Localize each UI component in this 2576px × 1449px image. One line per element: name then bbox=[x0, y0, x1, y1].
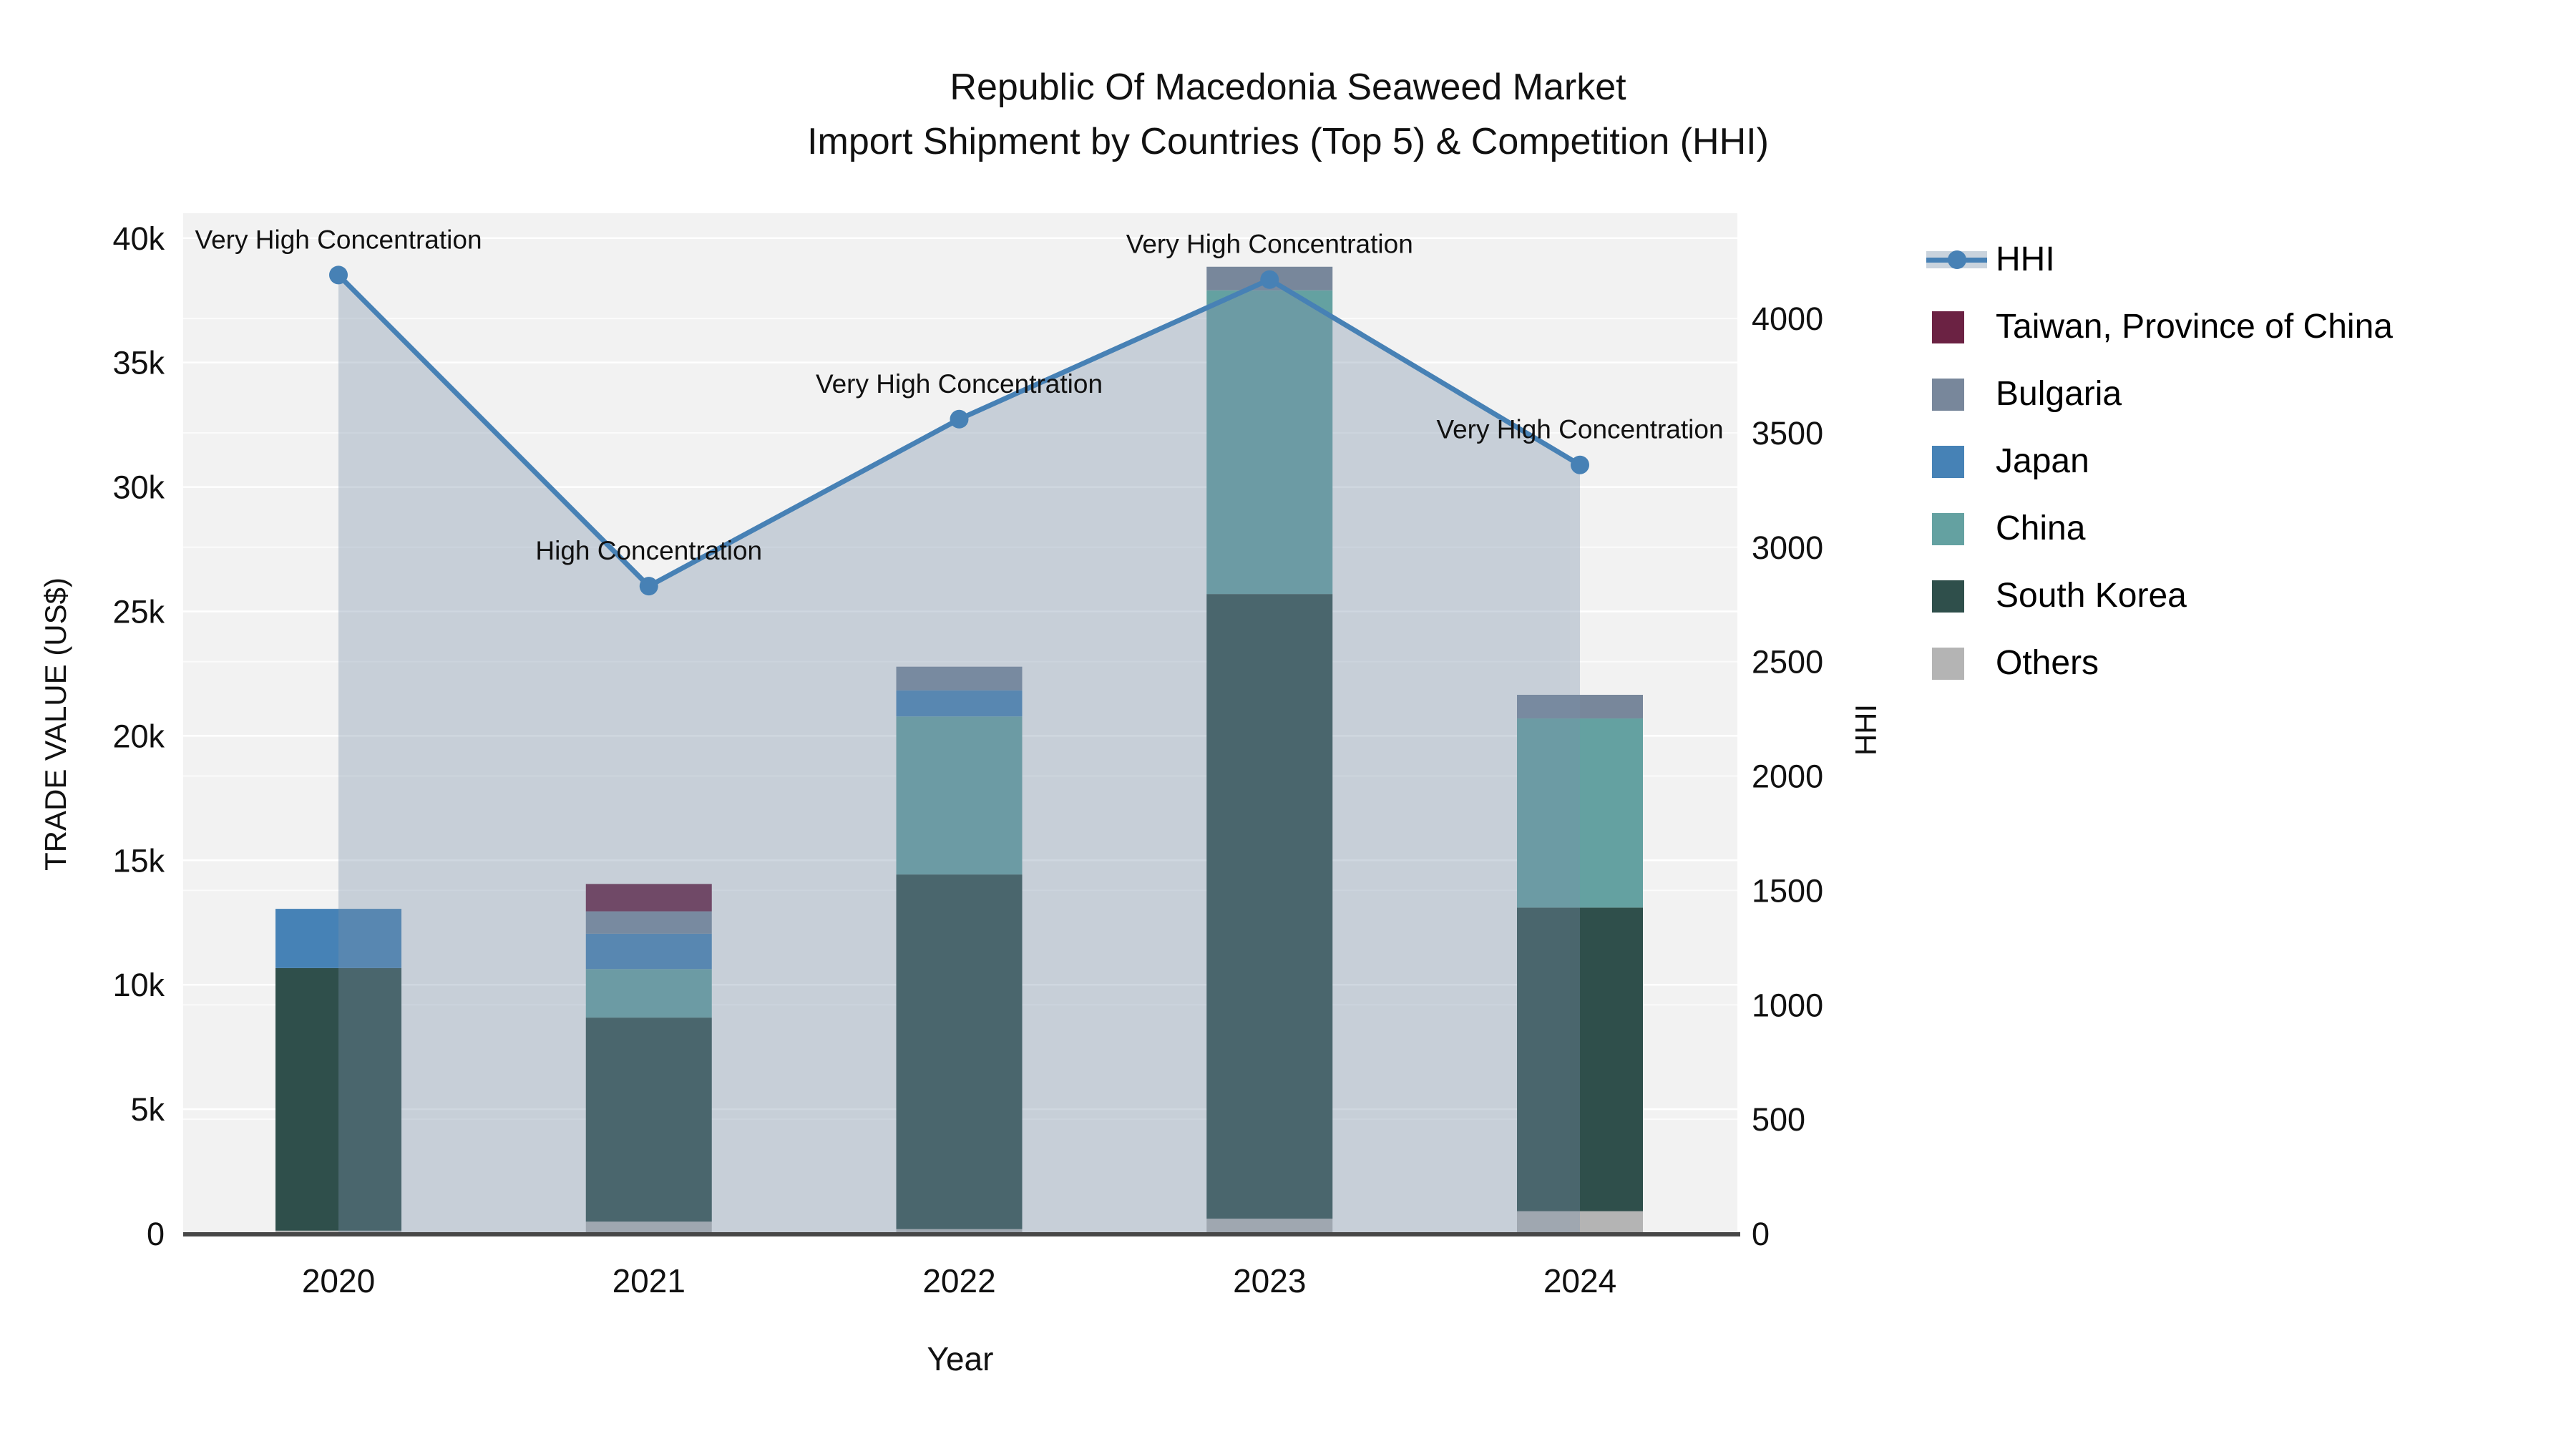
bar-2020-south-korea[interactable] bbox=[275, 967, 401, 1231]
bar-2022-japan[interactable] bbox=[896, 690, 1023, 717]
bar-2020-others[interactable] bbox=[275, 1230, 401, 1234]
hhi-marker-2024[interactable] bbox=[1571, 455, 1589, 474]
bar-2021-others[interactable] bbox=[585, 1221, 712, 1234]
legend-item-china[interactable]: China bbox=[1926, 511, 2393, 547]
hhi-marker-2023[interactable] bbox=[1260, 270, 1279, 289]
legend-item-bulgaria[interactable]: Bulgaria bbox=[1926, 376, 2393, 412]
legend-label: HHI bbox=[1996, 240, 2055, 278]
bar-2021-bulgaria[interactable] bbox=[585, 911, 712, 934]
annotation-2020: Very High Concentration bbox=[195, 225, 482, 254]
bar-2023-south-korea[interactable] bbox=[1206, 594, 1333, 1219]
bar-2022-south-korea[interactable] bbox=[896, 874, 1023, 1229]
y-right-tick-1000: 1000 bbox=[1752, 987, 1823, 1023]
y-left-tick-0: 0 bbox=[147, 1216, 165, 1252]
legend-item-others[interactable]: Others bbox=[1926, 645, 2393, 681]
y-right-tick-1500: 1500 bbox=[1752, 872, 1823, 909]
y-left-axis-title: TRADE VALUE (US$) bbox=[39, 577, 72, 871]
japan-swatch-icon bbox=[1932, 446, 1964, 478]
y-right-axis-title: HHI bbox=[1849, 704, 1883, 756]
legend-label: Japan bbox=[1996, 442, 2089, 480]
chart-title-line2: Import Shipment by Countries (Top 5) & C… bbox=[807, 121, 1769, 162]
y-left-tick-20k: 20k bbox=[112, 718, 165, 754]
legend-item-hhi[interactable]: HHI bbox=[1926, 242, 2393, 278]
y-left-tick-25k: 25k bbox=[112, 593, 165, 630]
x-tick-2020: 2020 bbox=[302, 1262, 375, 1299]
y-left-tick-10k: 10k bbox=[112, 967, 165, 1003]
x-axis-title: Year bbox=[927, 1340, 994, 1377]
legend-label: Bulgaria bbox=[1996, 375, 2122, 413]
y-right-tick-4000: 4000 bbox=[1752, 301, 1823, 337]
bar-2024-south-korea[interactable] bbox=[1517, 907, 1643, 1211]
y-left-tick-15k: 15k bbox=[112, 842, 165, 879]
annotation-2024: Very High Concentration bbox=[1436, 415, 1723, 444]
legend-item-japan[interactable]: Japan bbox=[1926, 444, 2393, 479]
hhi-legend-symbol-icon bbox=[1926, 242, 1987, 278]
annotation-2023: Very High Concentration bbox=[1126, 230, 1413, 259]
legend-label: Others bbox=[1996, 644, 2099, 682]
y-right-tick-0: 0 bbox=[1752, 1216, 1770, 1252]
bar-2022-china[interactable] bbox=[896, 716, 1023, 875]
bar-2021-south-korea[interactable] bbox=[585, 1018, 712, 1222]
y-right-tick-500: 500 bbox=[1752, 1101, 1805, 1138]
hhi-marker-2020[interactable] bbox=[329, 265, 348, 285]
y-left-tick-35k: 35k bbox=[112, 345, 165, 381]
x-tick-2024: 2024 bbox=[1543, 1262, 1616, 1299]
x-tick-2023: 2023 bbox=[1233, 1262, 1306, 1299]
x-axis-line bbox=[183, 1232, 1740, 1236]
bar-2024-bulgaria[interactable] bbox=[1517, 695, 1643, 719]
y-left-tick-40k: 40k bbox=[112, 220, 165, 257]
bar-2021-japan[interactable] bbox=[585, 933, 712, 970]
legend-item-taiwan[interactable]: Taiwan, Province of China bbox=[1926, 309, 2393, 345]
china-swatch-icon bbox=[1932, 513, 1964, 545]
y-right-tick-3000: 3000 bbox=[1752, 530, 1823, 566]
bar-2024-others[interactable] bbox=[1517, 1211, 1643, 1234]
others-swatch-icon bbox=[1932, 648, 1964, 680]
bar-2021-china[interactable] bbox=[585, 969, 712, 1018]
hhi-area-fill bbox=[338, 275, 1580, 1234]
bar-2024-china[interactable] bbox=[1517, 718, 1643, 908]
legend-label: Taiwan, Province of China bbox=[1996, 308, 2393, 346]
y-left-tick-5k: 5k bbox=[130, 1091, 165, 1128]
annotation-2021: High Concentration bbox=[535, 536, 762, 565]
hhi-marker-2021[interactable] bbox=[639, 577, 658, 596]
bar-2022-bulgaria[interactable] bbox=[896, 666, 1023, 691]
bulgaria-swatch-icon bbox=[1932, 379, 1964, 411]
bar-2023-china[interactable] bbox=[1206, 290, 1333, 595]
hhi-marker-2022[interactable] bbox=[950, 409, 969, 429]
x-tick-2021: 2021 bbox=[613, 1262, 686, 1299]
y-right-tick-2000: 2000 bbox=[1752, 758, 1823, 795]
taiwan-swatch-icon bbox=[1932, 311, 1964, 343]
chart-title: Republic Of Macedonia Seaweed Market Imp… bbox=[0, 60, 2576, 169]
y-right-tick-2500: 2500 bbox=[1752, 644, 1823, 680]
y-left-tick-30k: 30k bbox=[112, 469, 165, 506]
legend-item-south-korea[interactable]: South Korea bbox=[1926, 578, 2393, 614]
x-tick-2022: 2022 bbox=[922, 1262, 995, 1299]
bar-2023-others[interactable] bbox=[1206, 1219, 1333, 1234]
legend-label: South Korea bbox=[1996, 577, 2187, 615]
y-right-tick-3500: 3500 bbox=[1752, 415, 1823, 452]
chart-legend: HHI Taiwan, Province of China Bulgaria J… bbox=[1926, 242, 2393, 713]
bar-2021-taiwan-province-of-china[interactable] bbox=[585, 884, 712, 912]
bar-2020-japan[interactable] bbox=[275, 909, 401, 968]
south-korea-swatch-icon bbox=[1932, 580, 1964, 613]
bar-2022-others[interactable] bbox=[896, 1229, 1023, 1234]
annotation-2022: Very High Concentration bbox=[816, 369, 1103, 399]
legend-label: China bbox=[1996, 509, 2086, 547]
chart-title-line1: Republic Of Macedonia Seaweed Market bbox=[950, 67, 1626, 108]
